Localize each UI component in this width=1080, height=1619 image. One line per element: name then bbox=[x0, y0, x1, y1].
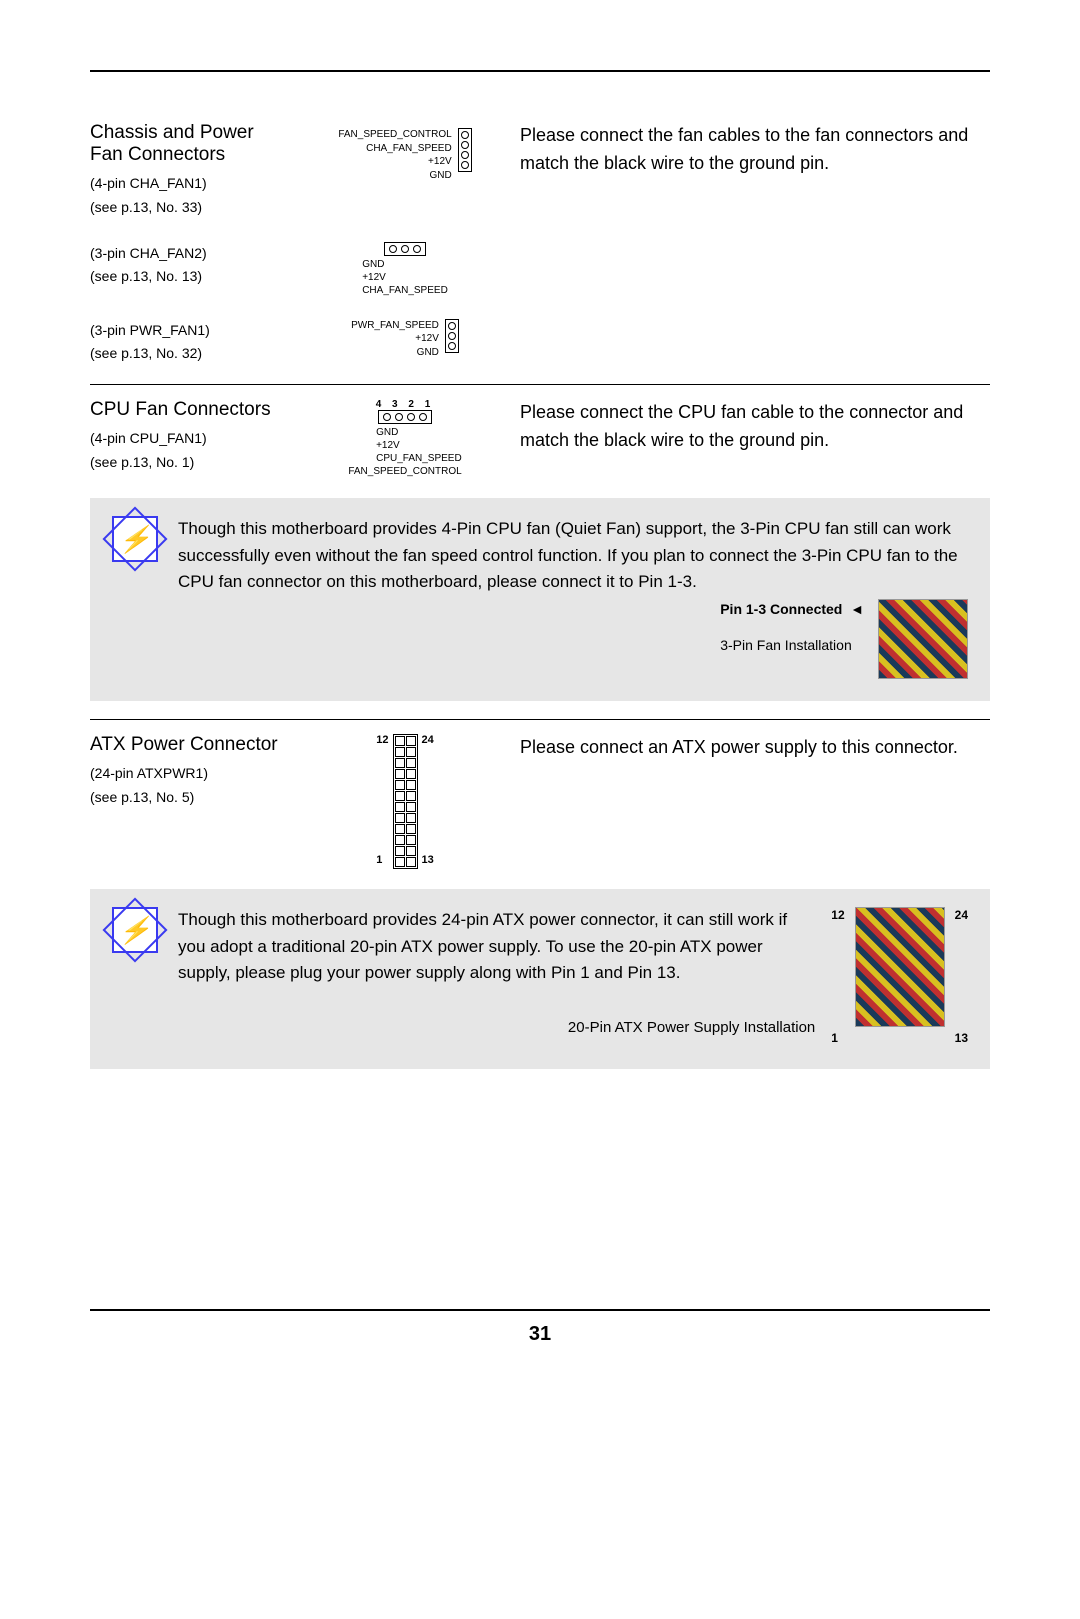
col-left: Chassis and Power Fan Connectors (4-pin … bbox=[90, 122, 290, 220]
conn-name: (4-pin CPU_FAN1) bbox=[90, 427, 290, 451]
diagram-pwr-fan1: PWR_FAN_SPEED +12V GND bbox=[310, 319, 500, 367]
pin-label: +12V bbox=[376, 439, 462, 452]
pin-label: GND bbox=[351, 346, 439, 360]
warning-icon: ⚡ bbox=[112, 907, 158, 953]
diagram-cha-fan1: FAN_SPEED_CONTROL CHA_FAN_SPEED +12V GND bbox=[310, 122, 500, 220]
diagram-cpu-fan1: 4 3 2 1 GND +12V CPU_FAN_SPEED FAN_SPEED… bbox=[310, 399, 500, 478]
pin-num: 24 bbox=[422, 734, 434, 746]
pin-label: FAN_SPEED_CONTROL bbox=[348, 465, 461, 478]
conn-ref: (see p.13, No. 5) bbox=[90, 786, 290, 810]
desc: Please connect the fan cables to the fan… bbox=[520, 122, 990, 220]
rule-bottom bbox=[90, 1309, 990, 1311]
page-number: 31 bbox=[90, 1323, 990, 1346]
conn-ref: (see p.13, No. 1) bbox=[90, 451, 290, 475]
warning-icon: ⚡ bbox=[112, 516, 158, 562]
section-cpu-fan: CPU Fan Connectors (4-pin CPU_FAN1) (see… bbox=[90, 399, 990, 478]
desc: Please connect an ATX power supply to th… bbox=[520, 734, 990, 869]
rule-divider bbox=[90, 384, 990, 385]
note-atx-power: ⚡ Though this motherboard provides 24-pi… bbox=[90, 889, 990, 1069]
pin-connector-icon bbox=[445, 319, 459, 353]
conn2-name: (3-pin CHA_FAN2) bbox=[90, 242, 290, 266]
note-label: Pin 1-3 Connected bbox=[720, 601, 842, 617]
pin-label: CHA_FAN_SPEED bbox=[338, 142, 451, 156]
pin-connector-icon bbox=[458, 128, 472, 172]
section-title: ATX Power Connector bbox=[90, 734, 290, 756]
note-sublabel: 3-Pin Fan Installation bbox=[720, 635, 864, 657]
pin-num: 12 bbox=[376, 734, 388, 746]
rule-divider bbox=[90, 719, 990, 720]
conn2-ref: (see p.13, No. 13) bbox=[90, 265, 290, 289]
note-text: Though this motherboard provides 24-pin … bbox=[178, 910, 787, 982]
pin-num: 13 bbox=[422, 854, 434, 866]
pin-label: CHA_FAN_SPEED bbox=[362, 284, 448, 297]
pin-label: +12V bbox=[351, 332, 439, 346]
diagram-atxpwr1: 12 1 24 13 bbox=[310, 734, 500, 869]
pin-label: GND bbox=[362, 258, 448, 271]
pin-label: FAN_SPEED_CONTROL bbox=[338, 128, 451, 142]
pin-label: +12V bbox=[362, 271, 448, 284]
section-chassis-fan: Chassis and Power Fan Connectors (4-pin … bbox=[90, 122, 990, 220]
rule-top bbox=[90, 70, 990, 72]
note-cpu-fan: ⚡ Though this motherboard provides 4-Pin… bbox=[90, 498, 990, 701]
atx-connector-icon bbox=[393, 734, 418, 869]
section-atx-power: ATX Power Connector (24-pin ATXPWR1) (se… bbox=[90, 734, 990, 869]
note-text: Though this motherboard provides 4-Pin C… bbox=[178, 519, 958, 591]
pin-label: PWR_FAN_SPEED bbox=[351, 319, 439, 333]
pin-numbers: 4 3 2 1 bbox=[376, 399, 435, 410]
photo-atx-connector bbox=[855, 907, 945, 1027]
photo-3pin-fan bbox=[878, 599, 968, 679]
section-cha-fan2: (3-pin CHA_FAN2) (see p.13, No. 13) GND … bbox=[90, 242, 990, 297]
conn-name: (24-pin ATXPWR1) bbox=[90, 762, 290, 786]
pin-label: CPU_FAN_SPEED bbox=[376, 452, 462, 465]
conn1-name: (4-pin CHA_FAN1) bbox=[90, 172, 290, 196]
conn1-ref: (see p.13, No. 33) bbox=[90, 196, 290, 220]
pin-num: 13 bbox=[955, 1030, 968, 1047]
conn3-name: (3-pin PWR_FAN1) bbox=[90, 319, 290, 343]
section-title: CPU Fan Connectors bbox=[90, 399, 290, 421]
pin-connector-icon bbox=[384, 242, 426, 256]
page: Chassis and Power Fan Connectors (4-pin … bbox=[0, 0, 1080, 1386]
section-pwr-fan1: (3-pin PWR_FAN1) (see p.13, No. 32) PWR_… bbox=[90, 319, 990, 367]
pin-num: 12 bbox=[831, 907, 844, 924]
diagram-cha-fan2: GND +12V CHA_FAN_SPEED bbox=[310, 242, 500, 297]
conn3-ref: (see p.13, No. 32) bbox=[90, 342, 290, 366]
section-title: Chassis and Power Fan Connectors bbox=[90, 122, 290, 166]
pin-label: GND bbox=[376, 426, 462, 439]
pin-label: GND bbox=[338, 169, 451, 183]
pin-label: +12V bbox=[338, 155, 451, 169]
photo-atx-install: 12 1 24 13 bbox=[831, 907, 968, 1047]
arrow-icon: ◄ bbox=[850, 601, 864, 617]
pin-num: 24 bbox=[955, 907, 968, 924]
desc: Please connect the CPU fan cable to the … bbox=[520, 399, 990, 478]
pin-num: 1 bbox=[831, 1030, 844, 1047]
note-caption: 20-Pin ATX Power Supply Installation bbox=[178, 1016, 815, 1039]
pin-num: 1 bbox=[376, 854, 388, 866]
pin-connector-icon bbox=[378, 410, 432, 424]
